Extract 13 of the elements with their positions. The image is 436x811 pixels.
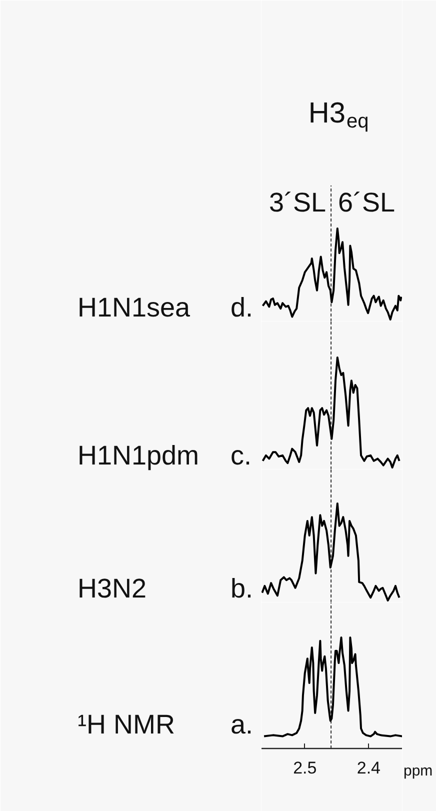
text: 3´SL [269, 188, 326, 218]
text: a. [230, 709, 254, 740]
x-axis-title: ppm [404, 762, 433, 780]
text: d. [230, 292, 254, 322]
y-axis-title: ¹H NMR [78, 709, 175, 740]
x-tick-label: 2.4 [356, 758, 381, 778]
x-tick-label: 2.5 [293, 758, 317, 778]
y-axis-title: H3N2 [78, 574, 147, 604]
text: 6´SL [338, 188, 396, 218]
y-axis-title: H1N1sea [78, 292, 192, 322]
text: b. [230, 574, 254, 604]
y-axis-title: H1N1pdm [78, 440, 200, 470]
text: c. [230, 440, 252, 470]
